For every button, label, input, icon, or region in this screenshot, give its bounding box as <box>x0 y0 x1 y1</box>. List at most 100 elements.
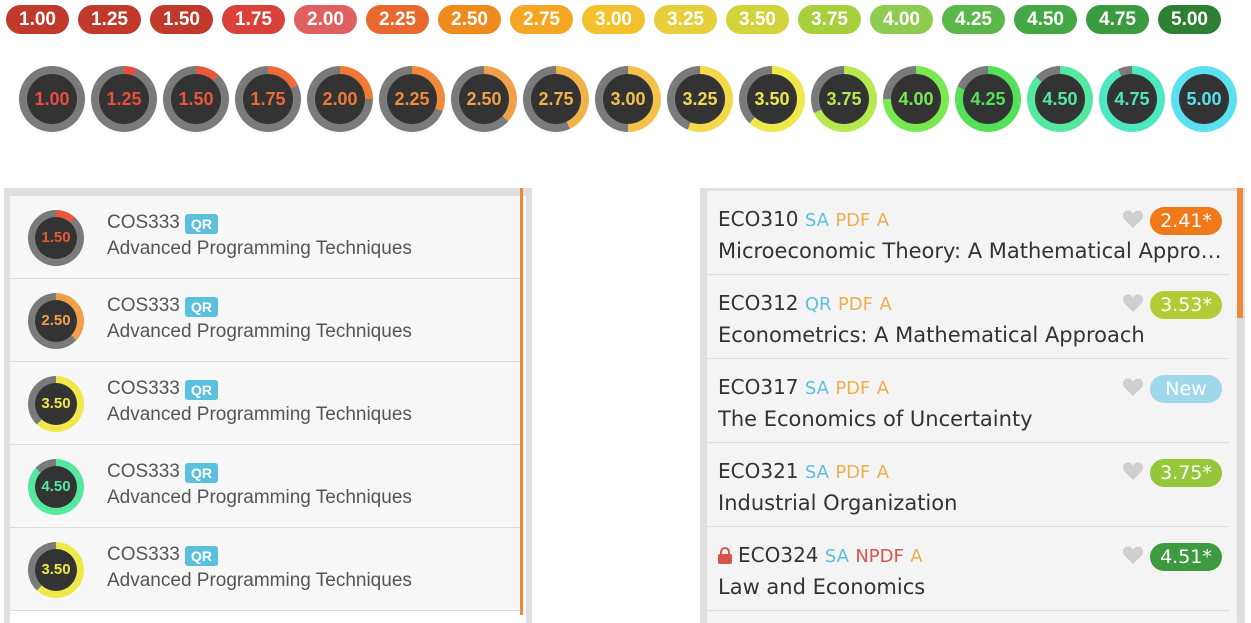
gauge-value: 2.75 <box>531 74 581 124</box>
heart-icon[interactable] <box>1122 209 1144 231</box>
course-code: COS333 <box>107 461 180 482</box>
gauge-value: 1.75 <box>243 74 293 124</box>
gauge-value: 3.00 <box>603 74 653 124</box>
rating-pill: 3.75 <box>798 5 861 34</box>
course-rating-gauge: 3.50 <box>28 542 84 598</box>
rating-pill: 4.75 <box>1086 5 1149 34</box>
course-rating-badge: 3.53* <box>1150 291 1222 319</box>
rating-gauge: 1.00 <box>19 66 85 132</box>
course-title: The Economics of Uncertainty <box>718 407 1033 431</box>
course-row[interactable]: 4.50 COS333 QR Advanced Programming Techniq… <box>10 445 523 528</box>
gauge-value: 5.00 <box>1179 74 1229 124</box>
course-rating-value: 3.50 <box>35 549 77 591</box>
rating-gauge: 1.50 <box>163 66 229 132</box>
rating-pill: 1.25 <box>78 5 141 34</box>
rating-pill: 5.00 <box>1158 5 1221 34</box>
course-code: ECO312 <box>718 291 799 315</box>
distribution-tag: QR <box>804 294 832 315</box>
pdf-tag: PDF <box>837 294 874 315</box>
audit-tag: A <box>910 546 923 567</box>
rating-gauge: 1.25 <box>91 66 157 132</box>
course-rating-gauge: 4.50 <box>28 459 84 515</box>
right-scrollbar-track[interactable] <box>1237 318 1243 620</box>
course-row[interactable]: 1.50 COS333 QR Advanced Programming Techniq… <box>10 196 523 279</box>
heart-icon[interactable] <box>1122 545 1144 567</box>
course-rating-gauge: 3.50 <box>28 376 84 432</box>
pdf-tag: NPDF <box>855 546 904 567</box>
rating-gauge: 3.50 <box>739 66 805 132</box>
distribution-badge: QR <box>185 546 218 566</box>
gauge-value: 2.50 <box>459 74 509 124</box>
right-scrollbar-thumb[interactable] <box>1237 188 1243 318</box>
course-title: Advanced Programming Techniques <box>107 404 412 425</box>
rating-gauge: 5.00 <box>1171 66 1237 132</box>
course-code: ECO317 <box>718 375 799 399</box>
right-course-panel: ECO310 SA PDF A 2.41* Microeconomic Theory… <box>700 188 1245 623</box>
course-row[interactable]: ECO317 SA PDF A New The Economics of Uncer… <box>707 359 1229 443</box>
audit-tag: A <box>876 462 890 483</box>
course-rating-badge: 3.75* <box>1150 459 1222 487</box>
rating-pill: 2.75 <box>510 5 573 34</box>
distribution-badge: QR <box>185 297 218 317</box>
heart-icon[interactable] <box>1122 377 1144 399</box>
course-header: ECO321 SA PDF A <box>718 459 889 483</box>
gauge-value: 3.75 <box>819 74 869 124</box>
left-scrollbar[interactable] <box>520 188 523 615</box>
left-course-list[interactable]: 1.50 COS333 QR Advanced Programming Techniq… <box>10 196 526 623</box>
left-course-panel: 1.50 COS333 QR Advanced Programming Techniq… <box>4 188 532 623</box>
rating-pill: 1.75 <box>222 5 285 34</box>
rating-gauge: 4.00 <box>883 66 949 132</box>
course-row[interactable]: ECO324 SA NPDF A 4.51* Law and Economics <box>707 527 1229 611</box>
course-title: Advanced Programming Techniques <box>107 570 412 591</box>
course-rating-value: 1.50 <box>35 217 77 259</box>
rating-gauge-scale: 1.00 1.25 1.50 1.75 2.00 2.25 2.50 2.75 3.00 3.25… <box>0 66 1251 134</box>
rating-gauge: 2.50 <box>451 66 517 132</box>
right-course-list[interactable]: ECO310 SA PDF A 2.41* Microeconomic Theory… <box>707 191 1237 623</box>
rating-color-scale: 1.00 1.25 1.50 1.75 2.00 2.25 2.50 2.75 3.00 3.25… <box>6 5 1245 35</box>
rating-pill: 2.00 <box>294 5 357 34</box>
course-title: Advanced Programming Techniques <box>107 238 412 259</box>
rating-gauge: 2.75 <box>523 66 589 132</box>
distribution-tag: SA <box>824 546 849 567</box>
gauge-value: 2.00 <box>315 74 365 124</box>
distribution-badge: QR <box>185 463 218 483</box>
audit-tag: A <box>876 210 890 231</box>
rating-pill: 4.00 <box>870 5 933 34</box>
course-row[interactable]: 2.50 COS333 QR Advanced Programming Techniq… <box>10 279 523 362</box>
course-row[interactable]: ECO310 SA PDF A 2.41* Microeconomic Theory… <box>707 191 1229 275</box>
rating-pill: 4.25 <box>942 5 1005 34</box>
pdf-tag: PDF <box>835 210 871 231</box>
distribution-tag: SA <box>804 378 829 399</box>
course-code: COS333 <box>107 295 180 316</box>
course-code: COS333 <box>107 212 180 233</box>
course-title: Microeconomic Theory: A Mathematical App… <box>718 239 1223 263</box>
course-row[interactable]: 3.50 COS333 QR Advanced Programming Techniq… <box>10 528 523 611</box>
course-code: ECO324 <box>738 543 819 567</box>
rating-pill: 1.50 <box>150 5 213 34</box>
course-rating-gauge: 2.50 <box>28 293 84 349</box>
rating-gauge: 4.25 <box>955 66 1021 132</box>
pdf-tag: PDF <box>835 378 871 399</box>
rating-gauge: 2.00 <box>307 66 373 132</box>
gauge-value: 1.50 <box>171 74 221 124</box>
gauge-value: 4.50 <box>1035 74 1085 124</box>
rating-pill: 2.50 <box>438 5 501 34</box>
course-rating-value: 4.50 <box>35 466 77 508</box>
course-row[interactable]: ECO312 QR PDF A 3.53* Econometrics: A Math… <box>707 275 1229 359</box>
course-title: Industrial Organization <box>718 491 958 515</box>
course-header: ECO312 QR PDF A <box>718 291 892 315</box>
rating-gauge: 4.50 <box>1027 66 1093 132</box>
course-title: Law and Economics <box>718 575 926 599</box>
distribution-tag: SA <box>804 210 829 231</box>
gauge-value: 4.00 <box>891 74 941 124</box>
rating-gauge: 1.75 <box>235 66 301 132</box>
rating-pill: 4.50 <box>1014 5 1077 34</box>
heart-icon[interactable] <box>1122 461 1144 483</box>
course-title: Econometrics: A Mathematical Approach <box>718 323 1145 347</box>
course-header: ECO310 SA PDF A <box>718 207 889 231</box>
course-row[interactable]: 3.50 COS333 QR Advanced Programming Techniq… <box>10 362 523 445</box>
gauge-value: 3.25 <box>675 74 725 124</box>
course-title: Advanced Programming Techniques <box>107 487 412 508</box>
course-row[interactable]: ECO321 SA PDF A 3.75* Industrial Organizat… <box>707 443 1229 527</box>
heart-icon[interactable] <box>1122 293 1144 315</box>
